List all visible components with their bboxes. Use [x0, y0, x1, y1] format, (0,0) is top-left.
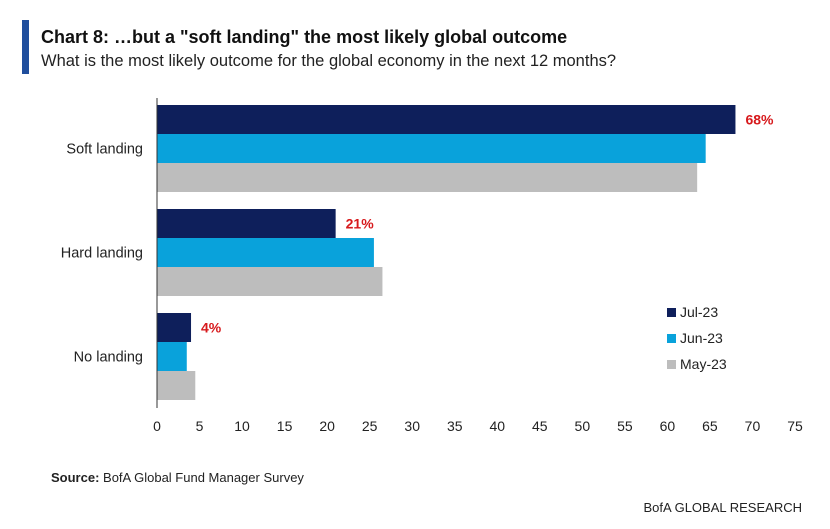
x-tick-label: 15: [277, 418, 293, 434]
chart-title: Chart 8: …but a "soft landing" the most …: [41, 27, 568, 47]
x-tick-label: 50: [575, 418, 591, 434]
x-tick-label: 20: [319, 418, 335, 434]
bar-may-23: [157, 163, 698, 192]
data-label: 4%: [201, 320, 222, 336]
x-tick-label: 10: [234, 418, 250, 434]
category-label: No landing: [74, 350, 143, 366]
x-tick-label: 5: [196, 418, 204, 434]
category-label: Hard landing: [61, 246, 143, 262]
bar-jul-23: [157, 209, 336, 238]
x-tick-label: 25: [362, 418, 378, 434]
x-tick-label: 0: [153, 418, 161, 434]
bar-jun-23: [157, 238, 374, 267]
legend-label: May-23: [680, 356, 727, 372]
x-tick-label: 55: [617, 418, 633, 434]
x-tick-label: 40: [489, 418, 505, 434]
legend-swatch: [667, 307, 676, 317]
data-label: 21%: [346, 216, 375, 232]
legend-item-jul-23: Jul-23: [667, 299, 727, 325]
title-accent-bar: [22, 20, 29, 74]
bar-jun-23: [157, 134, 706, 163]
x-tick-label: 75: [787, 418, 803, 434]
x-tick-label: 70: [745, 418, 761, 434]
legend-swatch: [667, 359, 676, 369]
legend-item-may-23: May-23: [667, 351, 727, 377]
x-tick-label: 30: [404, 418, 420, 434]
chart-legend: Jul-23 Jun-23 May-23: [667, 299, 727, 377]
x-tick-label: 65: [702, 418, 718, 434]
bar-jul-23: [157, 313, 192, 342]
source-note: Source: BofA Global Fund Manager Survey: [51, 470, 304, 485]
x-tick-label: 60: [660, 418, 676, 434]
brand-footer: BofA GLOBAL RESEARCH: [643, 500, 802, 515]
legend-label: Jun-23: [680, 330, 723, 346]
bar-may-23: [157, 371, 196, 400]
x-tick-label: 45: [532, 418, 548, 434]
chart-subtitle: What is the most likely outcome for the …: [41, 52, 617, 70]
category-label: Soft landing: [66, 142, 143, 158]
legend-swatch: [667, 333, 676, 343]
legend-item-jun-23: Jun-23: [667, 325, 727, 351]
bar-may-23: [157, 267, 383, 296]
bar-jun-23: [157, 342, 187, 371]
data-label: 68%: [745, 112, 774, 128]
source-label: Source:: [51, 470, 100, 485]
legend-label: Jul-23: [680, 304, 719, 320]
bar-jul-23: [157, 105, 736, 134]
source-text: BofA Global Fund Manager Survey: [103, 470, 304, 485]
x-tick-label: 35: [447, 418, 463, 434]
